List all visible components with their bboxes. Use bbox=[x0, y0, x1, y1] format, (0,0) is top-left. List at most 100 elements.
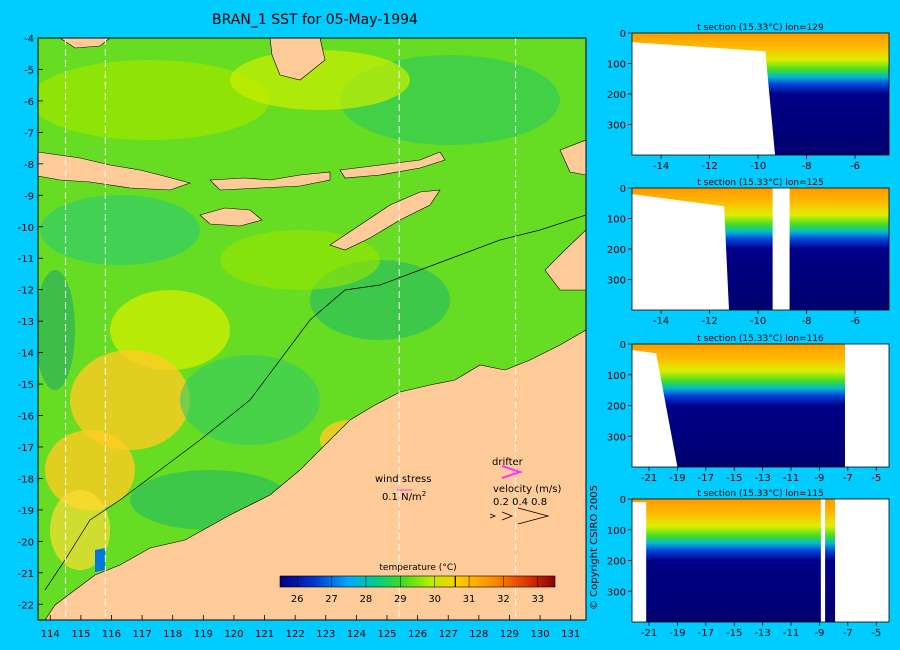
lon-tick-label: 130 bbox=[531, 629, 550, 640]
section-y-tick-label: 0 bbox=[620, 29, 626, 40]
section-x-tick-label: -7 bbox=[843, 473, 853, 484]
section-x-tick-label: -12 bbox=[701, 161, 717, 172]
lat-tick-label: -12 bbox=[18, 286, 34, 297]
wind-stress-value: 0.1 N/m2 bbox=[382, 490, 426, 503]
section-x-tick-label: -6 bbox=[850, 316, 860, 327]
lat-tick-label: -18 bbox=[18, 474, 34, 485]
temperature-colorbar: temperature (°C) 26 27 28 29 30 31 32 33 bbox=[279, 563, 556, 605]
lon-tick-label: 116 bbox=[102, 629, 121, 640]
section-x-tick-label: -10 bbox=[750, 316, 766, 327]
section-y-tick-label: 100 bbox=[607, 371, 626, 382]
borneo-south bbox=[59, 38, 111, 49]
map-legend: wind stress 0.1 N/m2 drifter velocity (m… bbox=[375, 457, 561, 525]
lat-tick-label: -19 bbox=[18, 506, 34, 517]
section-gap-mask bbox=[844, 344, 889, 467]
colorbar-tick-label: 28 bbox=[360, 594, 373, 605]
lon-tick-label: 114 bbox=[41, 629, 60, 640]
section-y-tick-label: 200 bbox=[607, 402, 626, 413]
map-frame bbox=[37, 37, 587, 621]
section-x-tick-label: -17 bbox=[698, 628, 714, 639]
lon-tick-label: 129 bbox=[500, 629, 519, 640]
lon-tick-label: 126 bbox=[408, 629, 427, 640]
section-x-tick-label: -9 bbox=[814, 473, 824, 484]
tanimbar-land bbox=[559, 139, 586, 176]
map-title: BRAN_1 SST for 05-May-1994 bbox=[212, 12, 418, 28]
lat-tick-label: -7 bbox=[24, 128, 34, 139]
drifter-marker bbox=[501, 465, 524, 479]
section-x-tick-label: -21 bbox=[641, 473, 657, 484]
velocity-label: velocity (m/s) bbox=[493, 484, 561, 495]
section-x-tick-label: -11 bbox=[783, 628, 799, 639]
lat-tick-label: -14 bbox=[18, 349, 34, 360]
lon-tick-label: 122 bbox=[286, 629, 305, 640]
lat-tick-label: -21 bbox=[18, 569, 34, 580]
colorbar-tick-label: 32 bbox=[497, 594, 510, 605]
flores-chain bbox=[339, 151, 446, 179]
lon-tick-label: 115 bbox=[71, 629, 90, 640]
section-y-tick-label: 300 bbox=[607, 587, 626, 598]
shelf-contour-line bbox=[44, 214, 586, 591]
colorbar-tick-label: 29 bbox=[394, 594, 407, 605]
wind-stress-label: wind stress bbox=[375, 474, 431, 485]
velocity-values: 0.2 0.4 0.8 bbox=[493, 497, 547, 508]
sulawesi-south bbox=[269, 38, 326, 81]
land-areas bbox=[38, 38, 586, 620]
map-axes: 114 115 116 117 118 119 120 121 122 123 124 125 126 1… bbox=[18, 34, 581, 640]
lon-tick-label: 117 bbox=[133, 629, 152, 640]
lon-tick-label: 124 bbox=[347, 629, 366, 640]
colorbar-tick-label: 33 bbox=[531, 594, 544, 605]
section-x-tick-label: -15 bbox=[726, 473, 742, 484]
lon-tick-label: 128 bbox=[469, 629, 488, 640]
lat-tick-label: -4 bbox=[24, 34, 34, 45]
lat-tick-label: -13 bbox=[18, 317, 34, 328]
section-panel: t section (15.33°C) lon=116 -21 -19 -17 -15 -… bbox=[607, 334, 890, 484]
section-y-tick-label: 300 bbox=[607, 276, 626, 287]
lon-tick-label: 131 bbox=[561, 629, 580, 640]
section-x-tick-label: -17 bbox=[698, 473, 714, 484]
section-x-tick-label: -15 bbox=[726, 628, 742, 639]
drifter-label: drifter bbox=[492, 457, 524, 468]
lat-tick-label: -16 bbox=[18, 412, 34, 423]
section-panel: t section (15.33°C) lon=129 -14 -12 -10 -8 -6… bbox=[607, 23, 890, 172]
colorbar-label: temperature (°C) bbox=[379, 563, 456, 573]
section-y-tick-label: 0 bbox=[620, 495, 626, 506]
lat-tick-label: -5 bbox=[24, 65, 34, 76]
section-y-tick-label: 200 bbox=[607, 245, 626, 256]
lon-tick-label: 120 bbox=[224, 629, 243, 640]
lat-tick-label: -9 bbox=[24, 191, 34, 202]
lat-tick-label: -6 bbox=[24, 97, 34, 108]
section-x-tick-label: -8 bbox=[802, 161, 812, 172]
section-x-tick-label: -19 bbox=[669, 628, 685, 639]
section-x-tick-label: -14 bbox=[653, 316, 669, 327]
section-y-tick-label: 100 bbox=[607, 215, 626, 226]
section-gap-mask bbox=[772, 188, 790, 310]
section-x-tick-label: -13 bbox=[754, 628, 770, 639]
section-y-tick-label: 100 bbox=[607, 60, 626, 71]
section-land-mask bbox=[632, 502, 647, 622]
colorbar-tick-label: 26 bbox=[291, 594, 304, 605]
section-y-tick-label: 100 bbox=[607, 526, 626, 537]
section-x-tick-label: -8 bbox=[802, 316, 812, 327]
section-title: t section (15.33°C) lon=129 bbox=[697, 23, 824, 33]
lat-tick-label: -20 bbox=[18, 537, 34, 548]
colorbar-tick-label: 31 bbox=[463, 594, 476, 605]
section-land-mask bbox=[632, 350, 678, 467]
australia-land bbox=[44, 329, 586, 620]
lat-tick-label: -8 bbox=[24, 160, 34, 171]
lon-tick-label: 123 bbox=[316, 629, 335, 640]
section-land-mask bbox=[632, 194, 729, 310]
lon-tick-label: 125 bbox=[377, 629, 396, 640]
arnhem-land bbox=[544, 229, 586, 291]
timor-island bbox=[329, 189, 441, 251]
sst-map-panel: 114 115 116 117 118 119 120 121 122 123 124 125 126 1… bbox=[18, 34, 587, 640]
section-x-tick-label: -13 bbox=[754, 473, 770, 484]
section-y-tick-label: 0 bbox=[620, 184, 626, 195]
section-title: t section (15.33°C) lon=115 bbox=[697, 489, 824, 499]
section-x-tick-label: -5 bbox=[871, 473, 881, 484]
lon-tick-label: 118 bbox=[163, 629, 182, 640]
section-x-tick-label: -19 bbox=[669, 473, 685, 484]
section-gap-mask bbox=[835, 499, 889, 622]
velocity-scale-arrows bbox=[489, 507, 550, 525]
section-x-tick-label: -9 bbox=[814, 628, 824, 639]
section-x-tick-label: -21 bbox=[641, 628, 657, 639]
